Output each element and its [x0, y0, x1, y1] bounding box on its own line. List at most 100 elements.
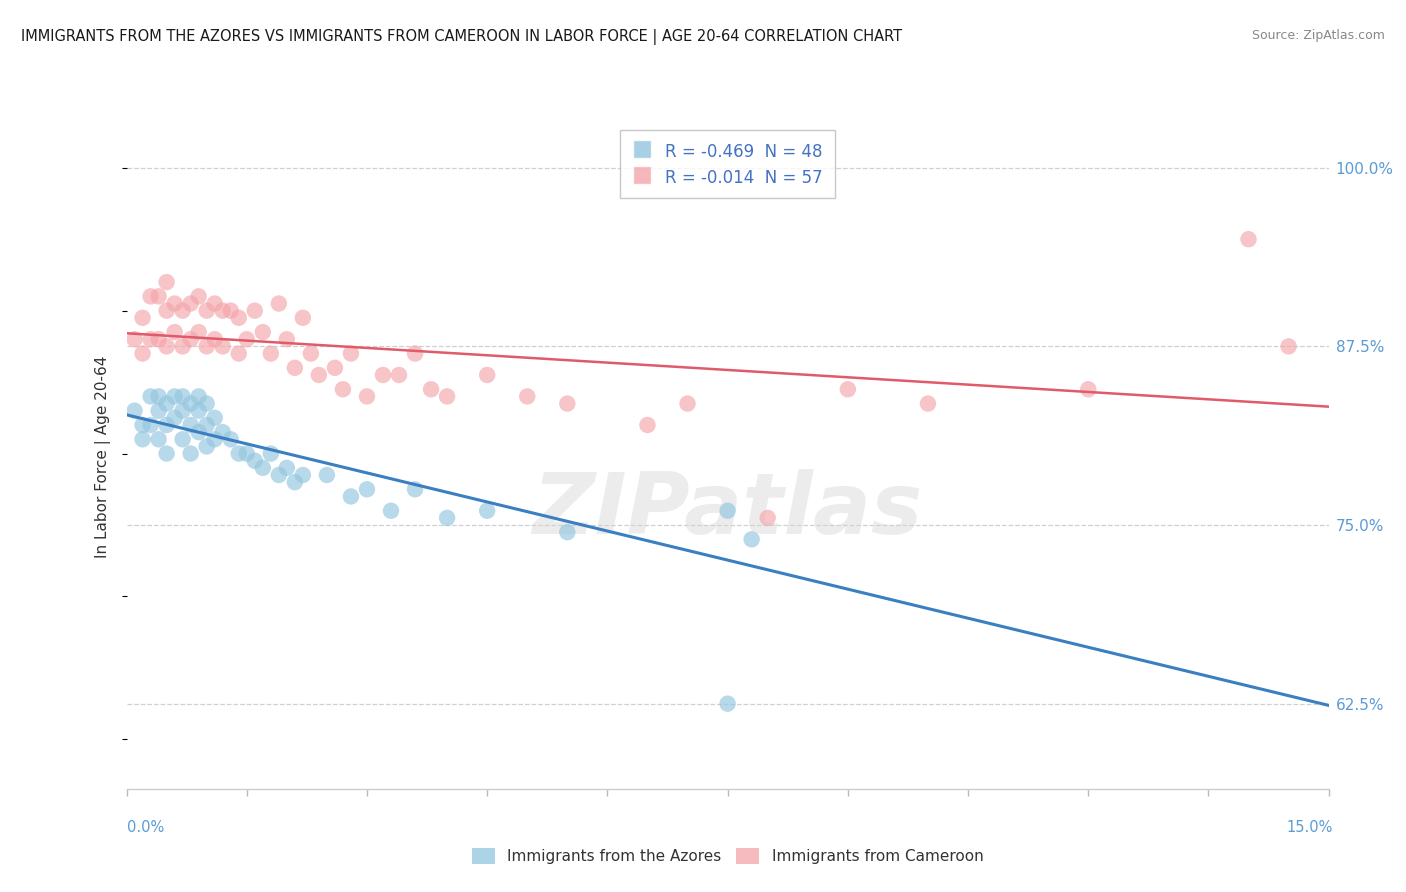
Point: [139, 289, 162, 303]
Point: [332, 382, 354, 396]
Point: [180, 332, 202, 346]
Point: [676, 396, 699, 410]
Text: Source: ZipAtlas.com: Source: ZipAtlas.com: [1251, 29, 1385, 42]
Point: [180, 417, 202, 432]
Point: [195, 439, 218, 453]
Point: [276, 461, 298, 475]
Point: [252, 325, 274, 339]
Point: [1077, 382, 1099, 396]
Text: 15.0%: 15.0%: [1286, 821, 1333, 835]
Point: [404, 346, 426, 360]
Point: [557, 525, 579, 540]
Point: [340, 490, 363, 504]
Point: [148, 403, 170, 417]
Text: ZIPatlas: ZIPatlas: [533, 469, 922, 552]
Point: [195, 303, 218, 318]
Point: [917, 396, 939, 410]
Point: [371, 368, 394, 382]
Point: [276, 332, 298, 346]
Point: [340, 346, 363, 360]
Point: [148, 332, 170, 346]
Point: [139, 332, 162, 346]
Point: [195, 339, 218, 353]
Point: [267, 468, 290, 483]
Point: [252, 461, 274, 475]
Point: [139, 389, 162, 403]
Point: [1237, 232, 1260, 246]
Point: [211, 339, 233, 353]
Point: [228, 446, 250, 460]
Point: [388, 368, 411, 382]
Point: [172, 303, 194, 318]
Point: [204, 296, 226, 310]
Point: [131, 417, 153, 432]
Point: [380, 504, 402, 518]
Point: [716, 697, 740, 711]
Point: [172, 403, 194, 417]
Point: [636, 417, 658, 432]
Point: [163, 410, 186, 425]
Point: [211, 425, 233, 439]
Point: [187, 289, 209, 303]
Point: [716, 504, 740, 518]
Point: [228, 310, 250, 325]
Point: [148, 289, 170, 303]
Point: [204, 432, 226, 446]
Point: [235, 332, 259, 346]
Point: [211, 303, 233, 318]
Point: [195, 396, 218, 410]
Point: [1277, 339, 1299, 353]
Text: IMMIGRANTS FROM THE AZORES VS IMMIGRANTS FROM CAMEROON IN LABOR FORCE | AGE 20-6: IMMIGRANTS FROM THE AZORES VS IMMIGRANTS…: [21, 29, 903, 45]
Point: [219, 432, 242, 446]
Y-axis label: In Labor Force | Age 20-64: In Labor Force | Age 20-64: [94, 356, 111, 558]
Point: [228, 346, 250, 360]
Point: [267, 296, 290, 310]
Point: [235, 446, 259, 460]
Point: [124, 403, 146, 417]
Point: [155, 417, 177, 432]
Point: [557, 396, 579, 410]
Point: [163, 389, 186, 403]
Point: [837, 382, 859, 396]
Point: [204, 410, 226, 425]
Point: [124, 332, 146, 346]
Point: [148, 432, 170, 446]
Point: [155, 303, 177, 318]
Point: [131, 432, 153, 446]
Point: [155, 339, 177, 353]
Point: [180, 396, 202, 410]
Point: [284, 475, 307, 490]
Point: [172, 389, 194, 403]
Point: [148, 389, 170, 403]
Point: [187, 389, 209, 403]
Point: [131, 310, 153, 325]
Point: [172, 339, 194, 353]
Point: [219, 303, 242, 318]
Point: [420, 382, 443, 396]
Point: [741, 533, 763, 547]
Point: [436, 389, 458, 403]
Point: [299, 346, 322, 360]
Point: [291, 310, 314, 325]
Point: [260, 346, 283, 360]
Point: [284, 360, 307, 375]
Point: [180, 296, 202, 310]
Point: [475, 504, 498, 518]
Point: [195, 417, 218, 432]
Point: [260, 446, 283, 460]
Point: [155, 275, 177, 289]
Point: [475, 368, 498, 382]
Point: [163, 296, 186, 310]
Point: [139, 417, 162, 432]
Point: [516, 389, 538, 403]
Point: [315, 468, 337, 483]
Point: [291, 468, 314, 483]
Point: [155, 446, 177, 460]
Point: [756, 511, 779, 525]
Text: 0.0%: 0.0%: [127, 821, 163, 835]
Point: [187, 403, 209, 417]
Point: [187, 325, 209, 339]
Point: [180, 446, 202, 460]
Point: [356, 389, 378, 403]
Point: [323, 360, 346, 375]
